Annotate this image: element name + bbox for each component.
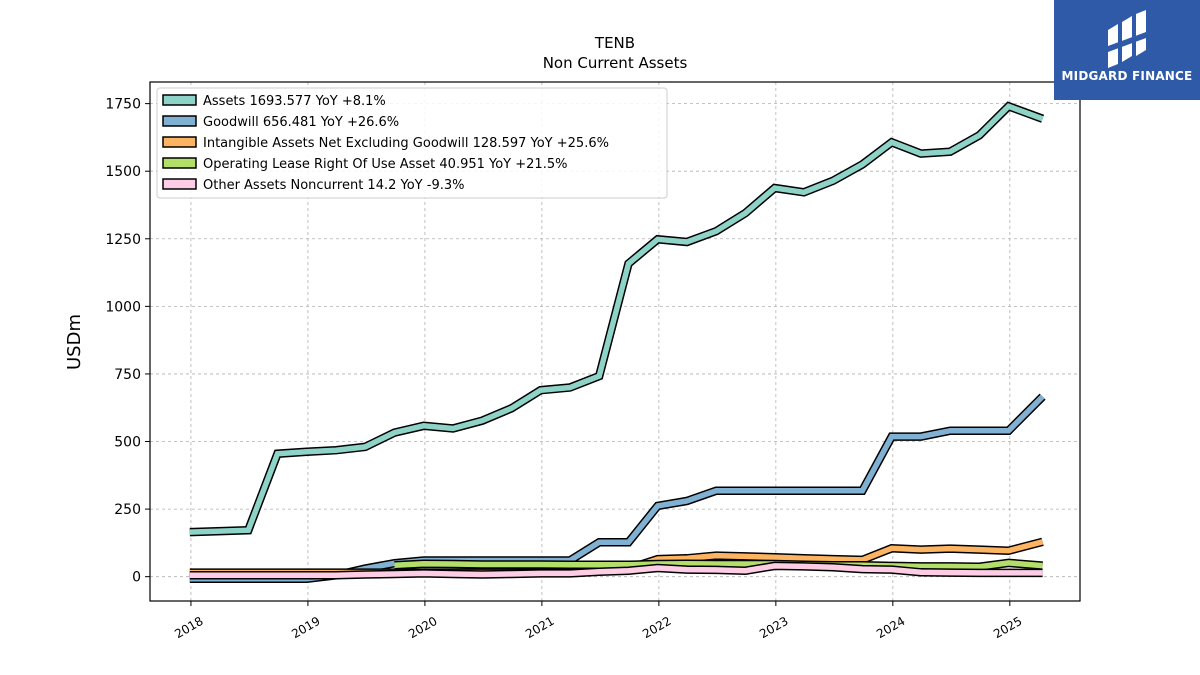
plot-frame <box>149 81 1081 602</box>
legend-label-0: Assets 1693.577 YoY +8.1% <box>203 94 386 109</box>
midgard-logo: MIDGARD FINANCE <box>1054 0 1200 100</box>
legend: Assets 1693.577 YoY +8.1% Goodwill 656.48… <box>156 87 668 199</box>
y-tick-label: 500 <box>114 435 141 451</box>
series-line-4 <box>189 563 1043 579</box>
y-tick-label: 250 <box>114 502 141 518</box>
x-tick-label: 2025 <box>991 614 1024 641</box>
chart-title: TENB <box>594 34 635 52</box>
legend-label-2: Intangible Assets Net Excluding Goodwill… <box>203 136 609 151</box>
y-tick-label: 1000 <box>105 299 141 315</box>
legend-swatch-2 <box>162 136 197 148</box>
y-tick-label: 1500 <box>105 164 141 180</box>
chart-subtitle: Non Current Assets <box>543 54 688 72</box>
y-tick-label: 1750 <box>105 97 141 113</box>
y-axis: 0 250 500 750 1000 1250 1500 1750 <box>105 97 150 586</box>
legend-label-1: Goodwill 656.481 YoY +26.6% <box>203 115 399 130</box>
series-line-0 <box>189 103 1044 535</box>
x-tick-label: 2022 <box>640 614 673 641</box>
series-lines <box>189 101 1046 584</box>
logo-text: MIDGARD FINANCE <box>1061 69 1193 83</box>
legend-box <box>156 87 668 199</box>
x-tick-label: 2023 <box>757 614 790 641</box>
x-tick-label: 2019 <box>289 614 322 641</box>
y-tick-label: 0 <box>132 570 141 586</box>
x-axis: 2018 2019 2020 2021 2022 2023 2024 2025 <box>172 601 1025 641</box>
legend-label-3: Operating Lease Right Of Use Asset 40.95… <box>203 157 567 172</box>
legend-swatch-3 <box>162 157 197 169</box>
legend-swatch-1 <box>162 115 197 127</box>
y-tick-label: 1250 <box>105 232 141 248</box>
legend-label-4: Other Assets Noncurrent 14.2 YoY -9.3% <box>203 178 464 193</box>
x-tick-label: 2024 <box>874 614 907 641</box>
x-tick-label: 2020 <box>406 614 439 641</box>
series-line-3 <box>394 560 1043 570</box>
legend-swatch-0 <box>162 94 197 106</box>
y-axis-label: USDm <box>64 314 85 370</box>
x-tick-label: 2021 <box>523 614 556 641</box>
y-tick-label: 750 <box>114 367 141 383</box>
midgard-logo-icon <box>1108 10 1146 68</box>
legend-swatch-4 <box>162 178 197 190</box>
x-tick-label: 2018 <box>172 614 205 641</box>
